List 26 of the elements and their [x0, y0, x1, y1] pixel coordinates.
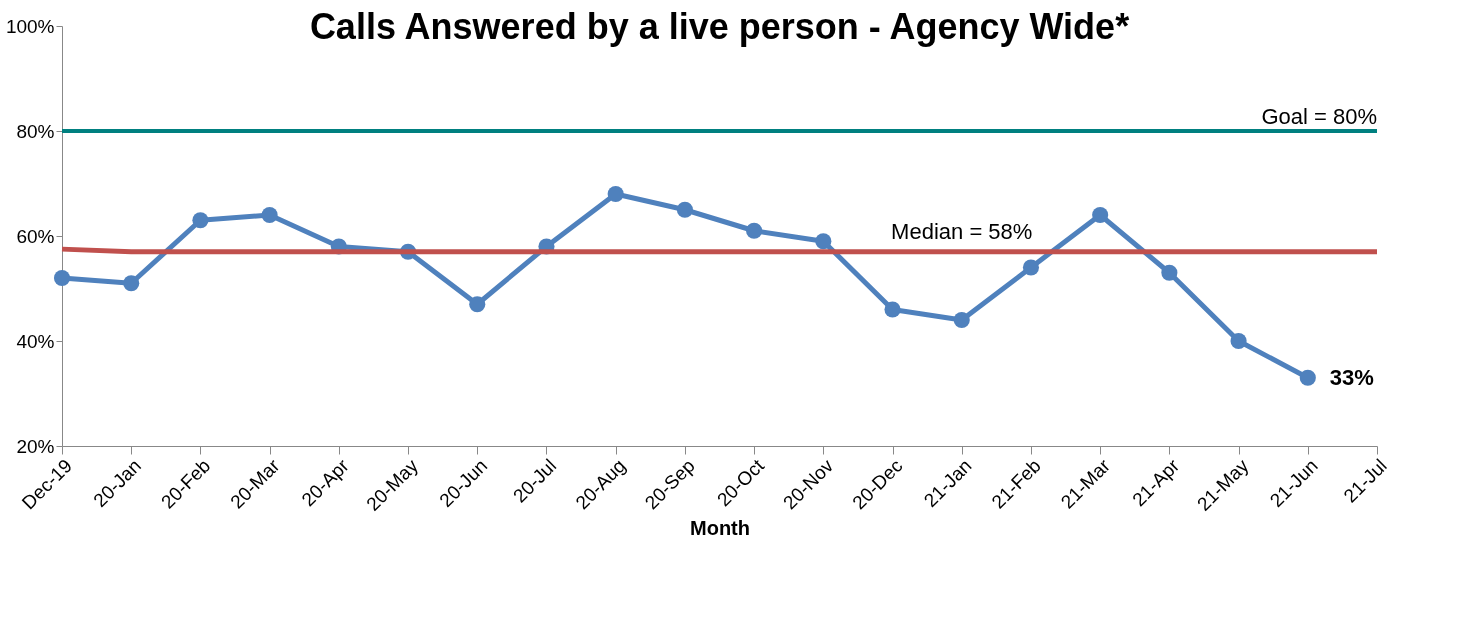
point	[1230, 332, 1247, 350]
y-tick-label: 100%	[5, 15, 55, 37]
point	[953, 311, 970, 329]
point	[192, 212, 209, 229]
point	[1092, 206, 1109, 224]
point	[884, 301, 901, 318]
point	[123, 275, 140, 292]
y-tick-label: 80%	[16, 120, 55, 142]
annotation: Median = 58%	[891, 218, 1033, 244]
point	[469, 296, 486, 313]
y-tick-label: 60%	[16, 225, 55, 247]
y-tick-label: 20%	[16, 435, 55, 457]
point	[607, 185, 624, 203]
data-label: 33%	[1329, 364, 1374, 390]
x-axis-title: Month	[690, 516, 750, 539]
point	[53, 269, 71, 287]
point	[746, 222, 763, 239]
ref-line-label: Goal = 80%	[1261, 104, 1377, 129]
chart-title: Calls Answered by a live person - Agency Wide*	[309, 6, 1130, 47]
point	[1022, 259, 1040, 276]
point	[261, 206, 278, 224]
point	[1161, 264, 1178, 281]
point	[1299, 369, 1316, 386]
point	[676, 201, 693, 218]
y-tick-label: 40%	[16, 330, 55, 352]
point	[815, 233, 832, 250]
